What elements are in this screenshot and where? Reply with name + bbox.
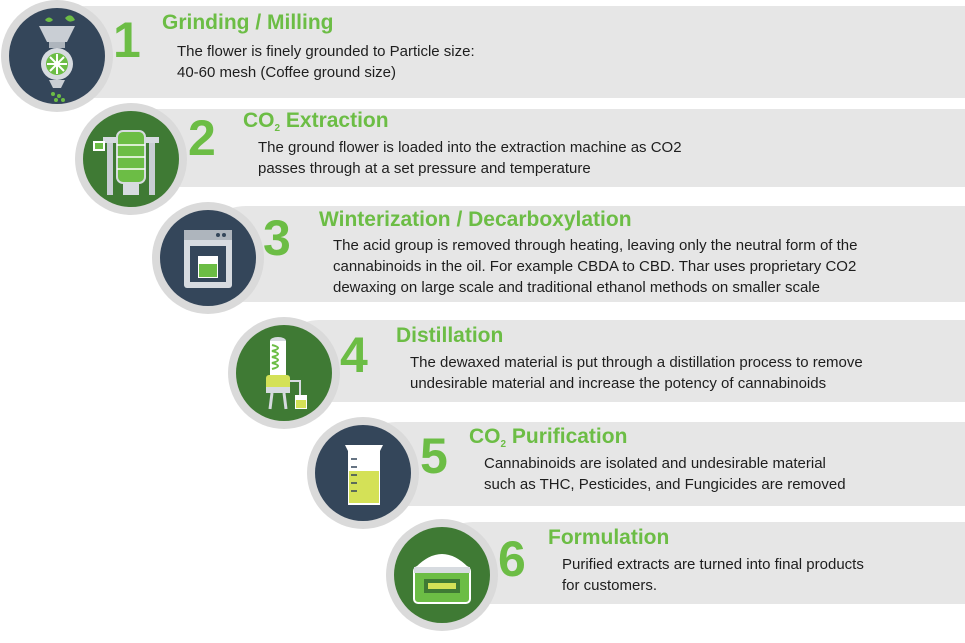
step-2-band xyxy=(118,109,965,187)
beaker-icon xyxy=(315,425,411,521)
step-2-description: The ground flower is loaded into the ext… xyxy=(258,139,682,177)
step-4-description: The dewaxed material is put through a di… xyxy=(410,354,863,392)
step-5-band xyxy=(354,422,965,506)
step-3-title: Winterization / Decarboxylation xyxy=(319,208,632,231)
cream-jar-icon xyxy=(394,527,490,623)
step-3-band xyxy=(198,206,965,302)
step-2-title: CO2 Extraction xyxy=(243,109,389,134)
step-6-band xyxy=(432,522,965,604)
step-6-description: Purified extracts are turned into final … xyxy=(562,556,864,594)
step-5-title: CO2 Purification xyxy=(469,425,628,450)
step-3-number: 3 xyxy=(263,210,291,266)
step-2-number: 2 xyxy=(188,110,216,166)
step-3-description: The acid group is removed through heatin… xyxy=(333,237,858,296)
step-4-number: 4 xyxy=(340,327,368,383)
step-2-circle xyxy=(83,111,179,207)
extraction-machine-icon xyxy=(83,111,179,207)
oven-icon xyxy=(160,210,256,306)
step-6-title: Formulation xyxy=(548,526,670,549)
step-4-title: Distillation xyxy=(396,324,504,347)
step-4-band xyxy=(278,320,965,402)
step-1-title: Grinding / Milling xyxy=(162,11,334,34)
step-1-description: The flower is finely grounded to Particl… xyxy=(177,43,475,81)
step-5-description: Cannabinoids are isolated and undesirabl… xyxy=(484,455,846,493)
step-1-circle xyxy=(9,8,105,104)
step-1-number: 1 xyxy=(113,12,141,68)
step-3-circle xyxy=(160,210,256,306)
grinder-icon xyxy=(9,8,105,104)
step-6-number: 6 xyxy=(498,531,526,587)
distiller-icon xyxy=(236,325,332,421)
step-5-number: 5 xyxy=(420,428,448,484)
step-4-circle xyxy=(236,325,332,421)
step-6-circle xyxy=(394,527,490,623)
step-1-band xyxy=(40,6,965,98)
step-5-circle xyxy=(315,425,411,521)
